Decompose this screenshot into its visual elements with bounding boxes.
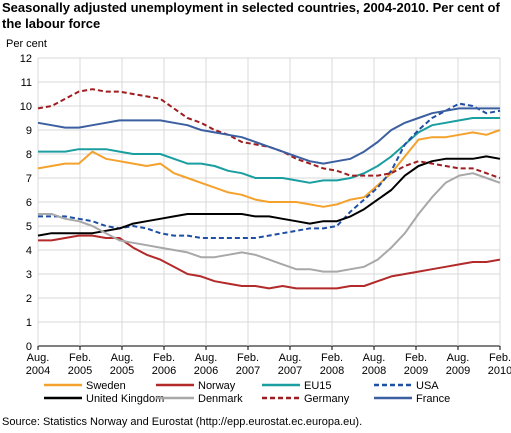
- legend-label: Sweden: [86, 380, 126, 392]
- chart-title-line-1: Seasonally adjusted unemployment in sele…: [2, 0, 500, 15]
- x-tick-label: Feb.: [153, 352, 175, 364]
- y-tick-label: 5: [26, 221, 32, 233]
- x-tick-label: 2008: [362, 365, 386, 377]
- x-tick-label: Aug.: [279, 352, 302, 364]
- x-tick-labels: Aug.2004Feb.2005Aug.2005Feb.2006Aug.2006…: [26, 352, 511, 377]
- x-tick-label: Feb.: [321, 352, 343, 364]
- series-line-united-kingdom: [37, 155, 501, 237]
- series-lines: [37, 88, 501, 290]
- x-tick-label: 2006: [152, 365, 176, 377]
- legend-label: United Kingdom: [86, 393, 164, 405]
- x-tick-label: 2009: [446, 365, 470, 377]
- y-tick-label: 8: [26, 149, 32, 161]
- source-note: Source: Statistics Norway and Eurostat (…: [2, 416, 363, 428]
- x-tick-label: Aug.: [195, 352, 218, 364]
- chart-title-line-2: the labour force: [2, 16, 101, 31]
- legend-label: USA: [416, 380, 439, 392]
- x-tick-label: Feb.: [489, 352, 511, 364]
- x-tick-label: 2006: [194, 365, 218, 377]
- x-tick-label: Aug.: [363, 352, 386, 364]
- x-tick-label: 2010: [488, 365, 511, 377]
- y-tick-label: 4: [26, 245, 32, 257]
- x-tick-label: 2005: [68, 365, 92, 377]
- y-tick-label: 2: [26, 293, 32, 305]
- x-tick-label: Aug.: [447, 352, 470, 364]
- series-line-denmark: [38, 172, 501, 273]
- x-tick-label: 2007: [236, 365, 260, 377]
- y-tick-label: 6: [26, 197, 32, 209]
- legend-label: EU15: [304, 380, 332, 392]
- y-tick-label: 1: [26, 317, 32, 329]
- grid-lines: [37, 57, 501, 350]
- series-line-sweden: [37, 129, 501, 208]
- y-tick-label: 12: [20, 53, 32, 65]
- legend-label: Norway: [198, 380, 236, 392]
- y-tick-label: 11: [21, 77, 32, 89]
- x-tick-label: Feb.: [405, 352, 427, 364]
- x-tick-label: 2007: [278, 365, 302, 377]
- x-tick-label: 2009: [404, 365, 428, 377]
- chart-title: Seasonally adjusted unemployment in sele…: [2, 0, 507, 32]
- series-line-germany: [37, 88, 501, 179]
- x-tick-label: 2005: [110, 365, 134, 377]
- series-line-norway: [38, 234, 501, 290]
- x-tick-label: Feb.: [237, 352, 259, 364]
- x-tick-label: 2004: [26, 365, 50, 377]
- x-tick-label: Feb.: [69, 352, 91, 364]
- y-axis-label: Per cent: [6, 38, 47, 50]
- legend: Sweden Norway EU15 USA United Kingdom Denmark…: [44, 380, 450, 405]
- series-line-france: [37, 107, 500, 165]
- y-tick-label: 10: [20, 101, 32, 113]
- legend-label: France: [416, 393, 450, 405]
- y-tick-label: 7: [26, 173, 32, 185]
- y-tick-label: 3: [26, 269, 32, 281]
- legend-label: Germany: [304, 393, 350, 405]
- series-line-eu15: [38, 117, 500, 184]
- y-tick-label: 0: [26, 341, 32, 353]
- x-tick-label: Aug.: [111, 352, 134, 364]
- legend-label: Denmark: [198, 393, 243, 405]
- y-tick-label: 9: [26, 125, 32, 137]
- x-tick-label: Aug.: [27, 352, 50, 364]
- series-line-usa: [38, 102, 501, 239]
- x-tick-label: 2008: [320, 365, 344, 377]
